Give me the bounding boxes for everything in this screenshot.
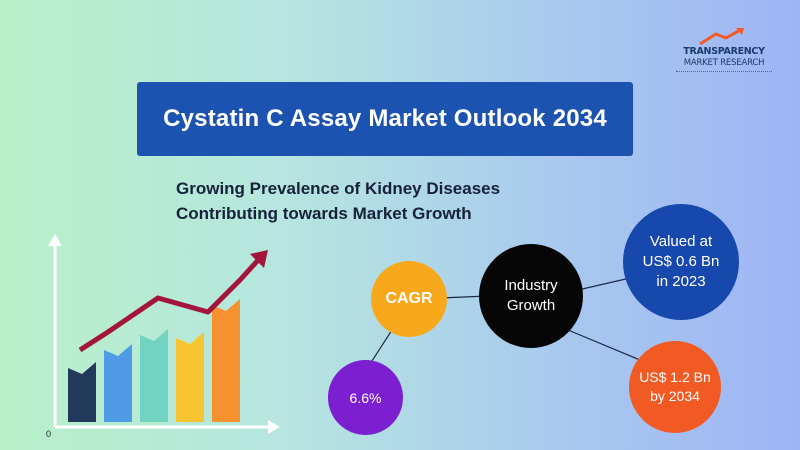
valued-circle: Valued at US$ 0.6 Bn in 2023 bbox=[623, 204, 739, 320]
illustration-bar bbox=[68, 362, 96, 422]
illustration-bar bbox=[212, 299, 240, 422]
connector-cagr-value bbox=[369, 329, 393, 365]
illustration-bar bbox=[140, 329, 168, 422]
forecast-line1: US$ 1.2 Bn bbox=[639, 369, 711, 385]
valued-line2: US$ 0.6 Bn bbox=[642, 253, 720, 270]
valued-line1: Valued at bbox=[649, 233, 713, 250]
forecast-circle: US$ 1.2 Bn by 2034 bbox=[629, 341, 721, 433]
connector-industry-forecast bbox=[567, 329, 641, 361]
cagr-value: 6.6% bbox=[349, 389, 382, 406]
logo-arrow-icon bbox=[699, 27, 744, 46]
page-title: Cystatin C Assay Market Outlook 2034 bbox=[137, 82, 633, 156]
industry-growth-line1: Industry bbox=[504, 277, 558, 294]
x-axis-arrow-icon bbox=[268, 420, 280, 434]
company-logo: TRANSPARENCY MARKET RESEARCH bbox=[668, 26, 780, 82]
industry-growth-line2: Growth bbox=[506, 297, 556, 314]
cagr-circle: CAGR bbox=[371, 261, 447, 337]
illustration-bar bbox=[104, 344, 132, 422]
valued-line3: in 2023 bbox=[656, 273, 706, 290]
subtitle-line2: Contributing towards Market Growth bbox=[176, 204, 472, 223]
bars-group bbox=[68, 299, 240, 422]
y-axis-arrow-icon bbox=[48, 234, 62, 246]
logo-tagline-decoration bbox=[676, 71, 772, 75]
growth-chart-illustration: 0 bbox=[46, 234, 280, 439]
trend-arrow-icon bbox=[250, 250, 268, 268]
cagr-value-circle: 6.6% bbox=[328, 360, 403, 435]
subtitle-line1: Growing Prevalence of Kidney Diseases bbox=[176, 179, 501, 198]
logo-line2: MARKET RESEARCH bbox=[683, 58, 765, 68]
connector-industry-valued bbox=[577, 277, 631, 291]
illustration-bar bbox=[176, 332, 204, 422]
logo-line1: TRANSPARENCY bbox=[683, 46, 765, 57]
axis-origin-label: 0 bbox=[46, 429, 51, 439]
page-title-text: Cystatin C Assay Market Outlook 2034 bbox=[163, 105, 607, 132]
subtitle: Growing Prevalence of Kidney Diseases Co… bbox=[176, 176, 500, 226]
industry-growth-circle: Industry Growth bbox=[479, 244, 583, 348]
cagr-label: CAGR bbox=[385, 290, 433, 307]
trend-line bbox=[78, 256, 262, 353]
forecast-line2: by 2034 bbox=[650, 388, 700, 404]
